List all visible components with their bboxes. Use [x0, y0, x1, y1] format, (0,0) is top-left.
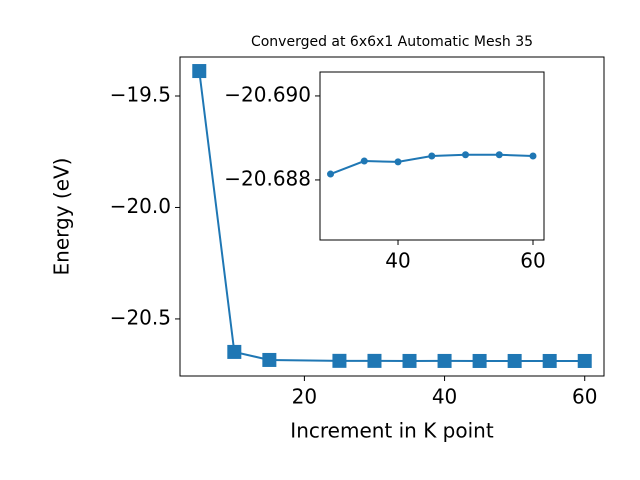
marker: [327, 170, 335, 178]
y-axis-label: Energy (eV): [50, 158, 74, 276]
marker: [394, 158, 402, 166]
x-axis-label: Increment in K point: [290, 419, 494, 443]
marker: [402, 353, 417, 368]
x-tick-label: 20: [292, 385, 317, 409]
y-tick-label: −19.5: [110, 83, 171, 107]
x-tick-label: 60: [520, 249, 545, 273]
marker: [472, 353, 487, 368]
marker: [428, 152, 436, 160]
marker: [192, 64, 207, 79]
x-tick-label: 60: [572, 385, 597, 409]
marker: [437, 353, 452, 368]
y-tick-label: −20.688: [224, 166, 311, 190]
marker: [262, 352, 277, 367]
x-tick-label: 40: [385, 249, 410, 273]
marker: [507, 353, 522, 368]
marker: [360, 157, 368, 165]
marker: [495, 151, 503, 159]
y-tick-label: −20.690: [224, 82, 311, 106]
marker: [367, 353, 382, 368]
y-tick-label: −20.0: [110, 194, 171, 218]
y-tick-label: −20.5: [110, 305, 171, 329]
chart-title: Converged at 6x6x1 Automatic Mesh 35: [251, 34, 533, 50]
marker: [227, 344, 242, 359]
marker: [332, 353, 347, 368]
x-tick-label: 40: [432, 385, 457, 409]
marker: [462, 151, 470, 159]
marker: [577, 353, 592, 368]
marker: [542, 353, 557, 368]
marker: [529, 152, 537, 160]
